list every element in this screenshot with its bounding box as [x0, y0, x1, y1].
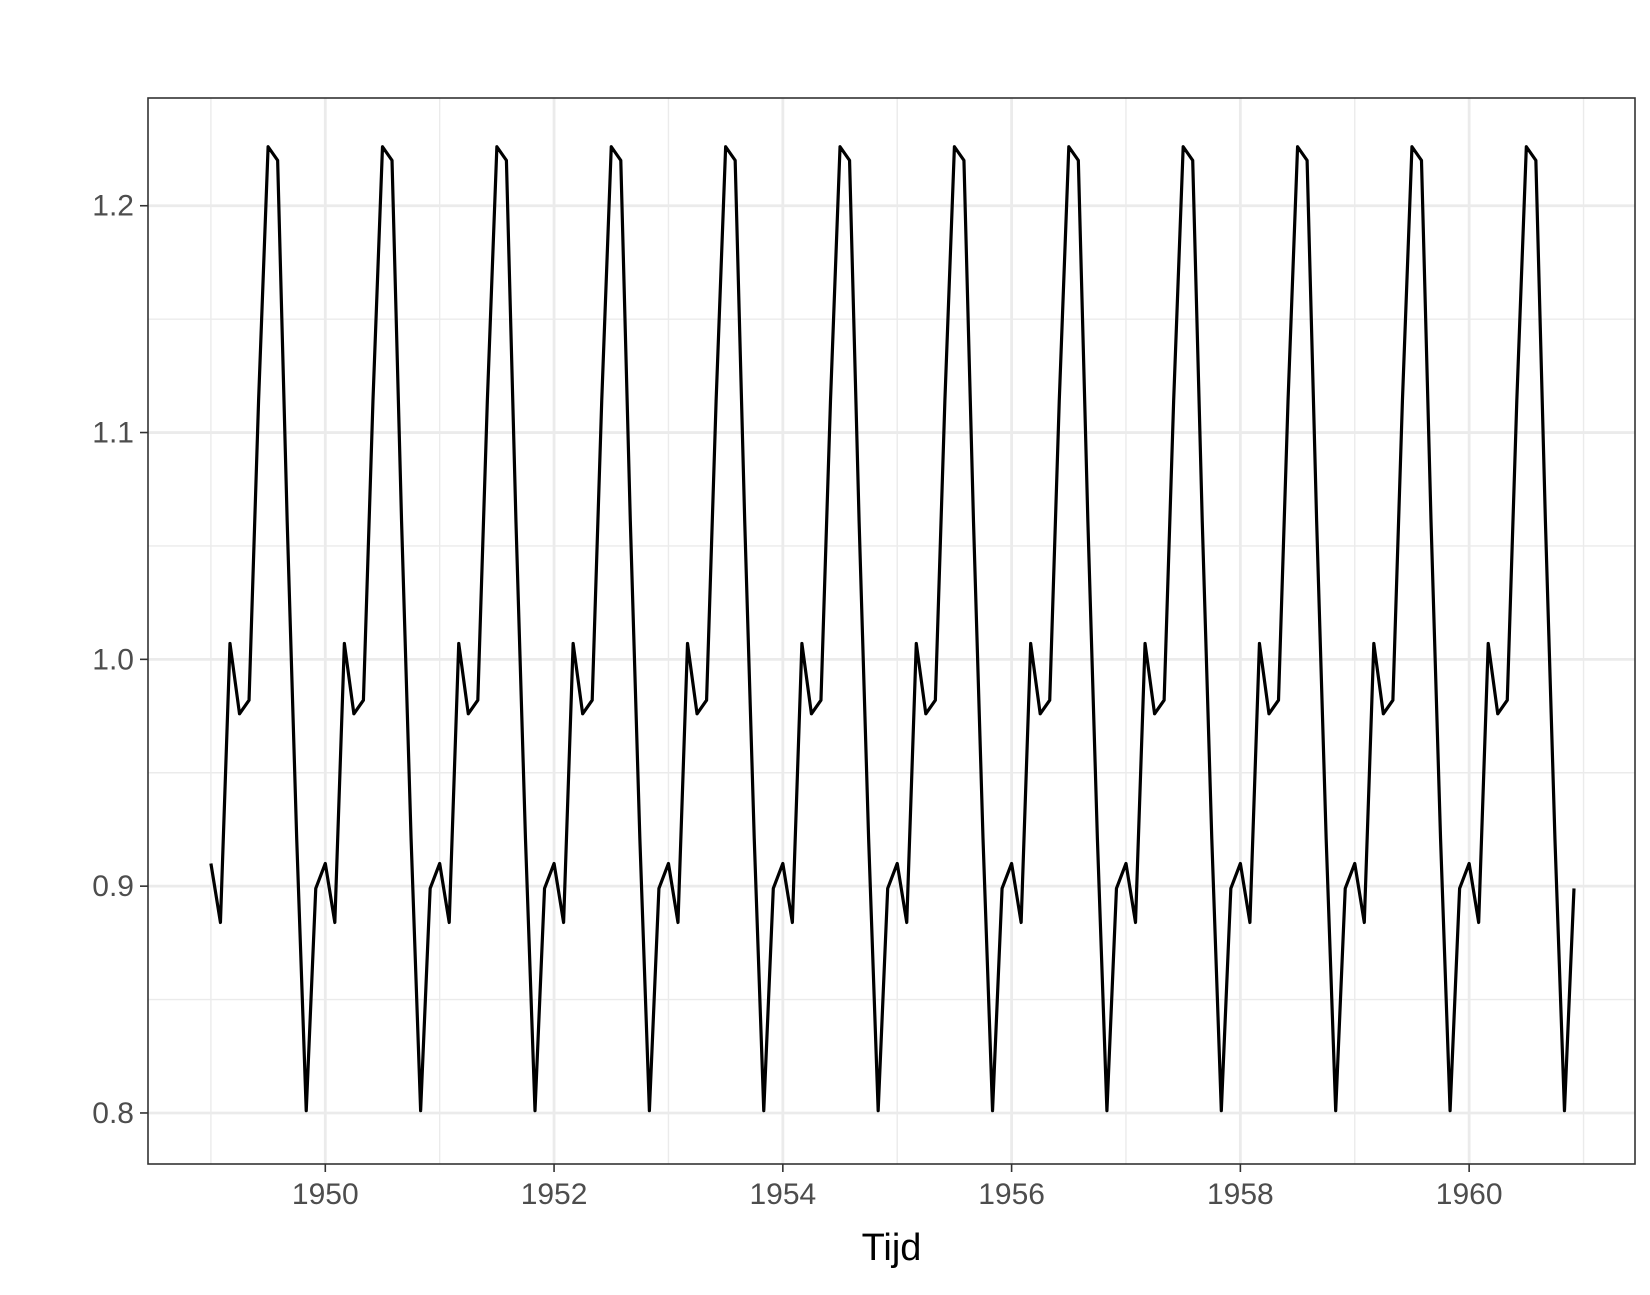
y-tick-label: 1.0 — [92, 643, 134, 676]
x-tick-label: 1952 — [521, 1178, 588, 1211]
y-tick-label: 1.2 — [92, 190, 134, 223]
y-tick-label: 0.8 — [92, 1097, 134, 1130]
series-line — [209, 145, 1576, 1113]
x-tick-label: 1954 — [749, 1178, 816, 1211]
x-tick-label: 1956 — [978, 1178, 1045, 1211]
x-tick-label: 1960 — [1436, 1178, 1503, 1211]
y-axis: 0.8 0.9 1.0 1.1 1.2 — [92, 190, 148, 1130]
y-tick-label: 1.1 — [92, 417, 134, 450]
x-axis: 1950 1952 1954 1956 1958 1960 — [292, 1164, 1503, 1211]
x-tick-label: 1958 — [1207, 1178, 1274, 1211]
panel-border — [147, 97, 1636, 1165]
major-gridlines — [148, 98, 1635, 1164]
y-tick-label: 0.9 — [92, 870, 134, 903]
x-tick-label: 1950 — [292, 1178, 359, 1211]
x-axis-title: Tijd — [862, 1227, 922, 1269]
